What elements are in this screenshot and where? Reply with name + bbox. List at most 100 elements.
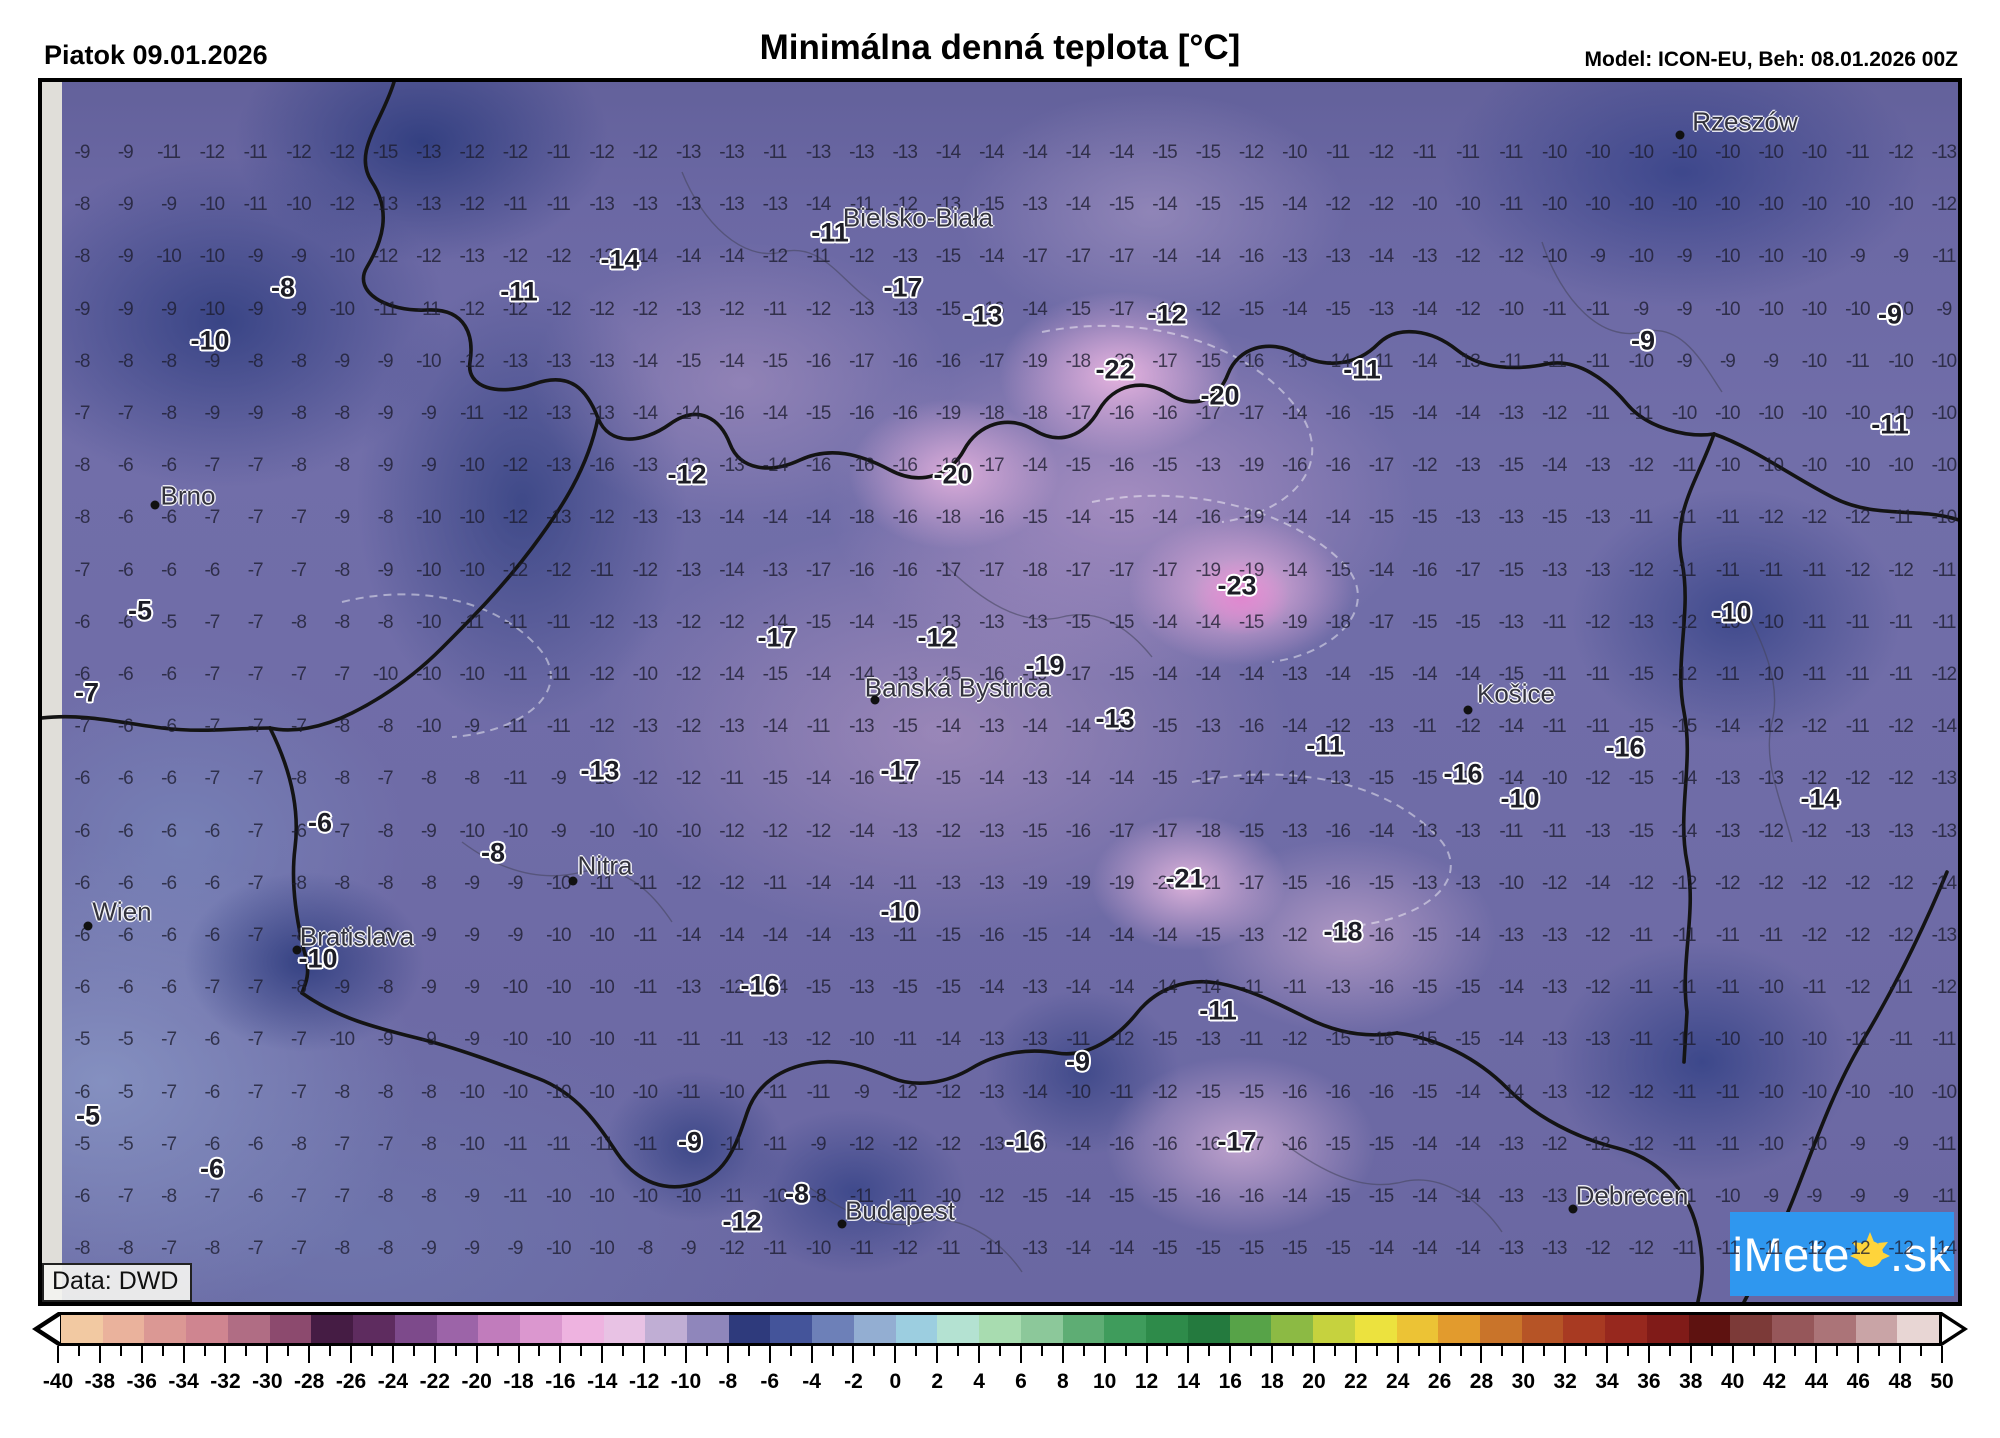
colorbar-tick bbox=[1585, 1346, 1588, 1356]
colorbar-tick bbox=[1752, 1346, 1755, 1356]
colorbar-tick bbox=[915, 1346, 918, 1356]
colorbar-tick bbox=[1103, 1346, 1106, 1363]
colorbar-segment bbox=[1187, 1315, 1230, 1343]
colorbar-tick bbox=[1710, 1346, 1713, 1356]
colorbar-tick bbox=[664, 1346, 667, 1356]
colorbar-segment bbox=[937, 1315, 980, 1343]
colorbar-tick-label: -28 bbox=[294, 1370, 325, 1393]
logo-text-pre: iMete bbox=[1732, 1227, 1850, 1281]
colorbar-tick bbox=[1480, 1346, 1483, 1363]
colorbar-tick-label: 38 bbox=[1679, 1370, 1703, 1393]
colorbar-segment bbox=[687, 1315, 729, 1343]
colorbar-segment bbox=[1605, 1315, 1647, 1343]
colorbar-tick bbox=[978, 1346, 981, 1363]
colorbar-tick-label: -30 bbox=[252, 1370, 283, 1393]
colorbar-segment bbox=[61, 1315, 103, 1343]
colorbar-tick bbox=[1689, 1346, 1692, 1363]
colorbar-segment bbox=[895, 1315, 938, 1343]
colorbar-segment bbox=[269, 1315, 312, 1343]
colorbar-tick-label: 10 bbox=[1092, 1370, 1117, 1393]
colorbar-tick bbox=[1417, 1346, 1420, 1356]
colorbar-tick bbox=[475, 1346, 478, 1363]
colorbar-tick bbox=[224, 1346, 227, 1363]
colorbar-segment bbox=[102, 1315, 145, 1343]
colorbar-tick bbox=[517, 1346, 520, 1363]
colorbar-tick bbox=[705, 1346, 708, 1356]
logo-text-post: .sk bbox=[1889, 1227, 1952, 1281]
colorbar-tick bbox=[370, 1346, 373, 1356]
colorbar-tick bbox=[810, 1346, 813, 1363]
colorbar-segment bbox=[1104, 1315, 1147, 1343]
colorbar-tick bbox=[77, 1346, 80, 1356]
colorbar-tick-label: -20 bbox=[461, 1370, 492, 1393]
colorbar-tick bbox=[203, 1346, 206, 1356]
colorbar-tick bbox=[350, 1346, 353, 1363]
colorbar-segment bbox=[394, 1315, 437, 1343]
colorbar-segment bbox=[1813, 1315, 1856, 1343]
colorbar-tick bbox=[1773, 1346, 1776, 1363]
colorbar-tick-label: -12 bbox=[628, 1370, 660, 1393]
colorbar-tick bbox=[1292, 1346, 1295, 1356]
colorbar-tick bbox=[622, 1346, 625, 1356]
colorbar-tick bbox=[287, 1346, 290, 1356]
colorbar-tick bbox=[1941, 1346, 1943, 1363]
colorbar-tick bbox=[852, 1346, 855, 1363]
colorbar-segment bbox=[979, 1315, 1021, 1343]
colorbar-segment bbox=[186, 1315, 228, 1343]
colorbar-tick bbox=[1333, 1346, 1336, 1356]
colorbar-tick bbox=[412, 1346, 415, 1356]
colorbar-segment bbox=[1313, 1315, 1355, 1343]
map-left-nodata-strip bbox=[42, 82, 62, 1302]
colorbar-tick-label: -14 bbox=[587, 1370, 618, 1393]
colorbar-tick bbox=[1815, 1346, 1818, 1363]
colorbar-tick bbox=[768, 1346, 771, 1363]
colorbar-tick-label: -22 bbox=[419, 1370, 450, 1393]
colorbar-segment bbox=[561, 1315, 604, 1343]
colorbar-tick bbox=[182, 1346, 185, 1363]
temperature-map: Data: DWD iMete .sk bbox=[38, 78, 1962, 1306]
colorbar-tick bbox=[1899, 1346, 1902, 1363]
colorbar-tick-label: 44 bbox=[1804, 1370, 1829, 1393]
sun-icon bbox=[1848, 1230, 1892, 1285]
colorbar-tick bbox=[1354, 1346, 1357, 1363]
colorbar-segment bbox=[227, 1315, 270, 1343]
colorbar-segment bbox=[311, 1315, 354, 1343]
colorbar-tick bbox=[601, 1346, 604, 1363]
colorbar-tick bbox=[329, 1346, 332, 1356]
colorbar-tick bbox=[98, 1346, 101, 1363]
colorbar-tick bbox=[1250, 1346, 1253, 1356]
colorbar-segment bbox=[1062, 1315, 1105, 1343]
colorbar-tick-label: 48 bbox=[1888, 1370, 1912, 1393]
colorbar-segment bbox=[1563, 1315, 1606, 1343]
colorbar-tick-label: 12 bbox=[1134, 1370, 1159, 1393]
colorbar-tick bbox=[957, 1346, 960, 1356]
colorbar-tick-label: 14 bbox=[1176, 1370, 1201, 1393]
imeteo-logo[interactable]: iMete .sk bbox=[1730, 1212, 1954, 1296]
colorbar-tick-label: -40 bbox=[42, 1370, 74, 1393]
colorbar-tick bbox=[245, 1346, 248, 1356]
colorbar-tick bbox=[1124, 1346, 1127, 1356]
colorbar-tick-label: -38 bbox=[84, 1370, 116, 1393]
colorbar-segment bbox=[478, 1315, 521, 1343]
colorbar-tick bbox=[266, 1346, 269, 1363]
colorbar-tick bbox=[1920, 1346, 1923, 1356]
colorbar-tick-label: -10 bbox=[670, 1370, 702, 1393]
colorbar-segment bbox=[436, 1315, 479, 1343]
colorbar-tick bbox=[1040, 1346, 1043, 1356]
country-borders bbox=[42, 82, 1958, 1302]
colorbar-tick bbox=[936, 1346, 939, 1363]
colorbar-segment bbox=[645, 1315, 688, 1343]
colorbar-tick-label: -2 bbox=[844, 1370, 863, 1393]
colorbar-segment bbox=[1438, 1315, 1480, 1343]
colorbar-segment bbox=[728, 1315, 771, 1343]
colorbar-tick bbox=[1438, 1346, 1441, 1363]
colorbar-tick-label: 20 bbox=[1302, 1370, 1326, 1393]
colorbar-tick bbox=[559, 1346, 562, 1363]
colorbar-segment bbox=[1688, 1315, 1731, 1343]
colorbar-segment bbox=[1521, 1315, 1564, 1343]
colorbar-segment bbox=[853, 1315, 896, 1343]
colorbar-tick-label: -18 bbox=[503, 1370, 534, 1393]
colorbar-tick bbox=[1794, 1346, 1797, 1356]
colorbar-tick-label: 22 bbox=[1344, 1370, 1368, 1393]
